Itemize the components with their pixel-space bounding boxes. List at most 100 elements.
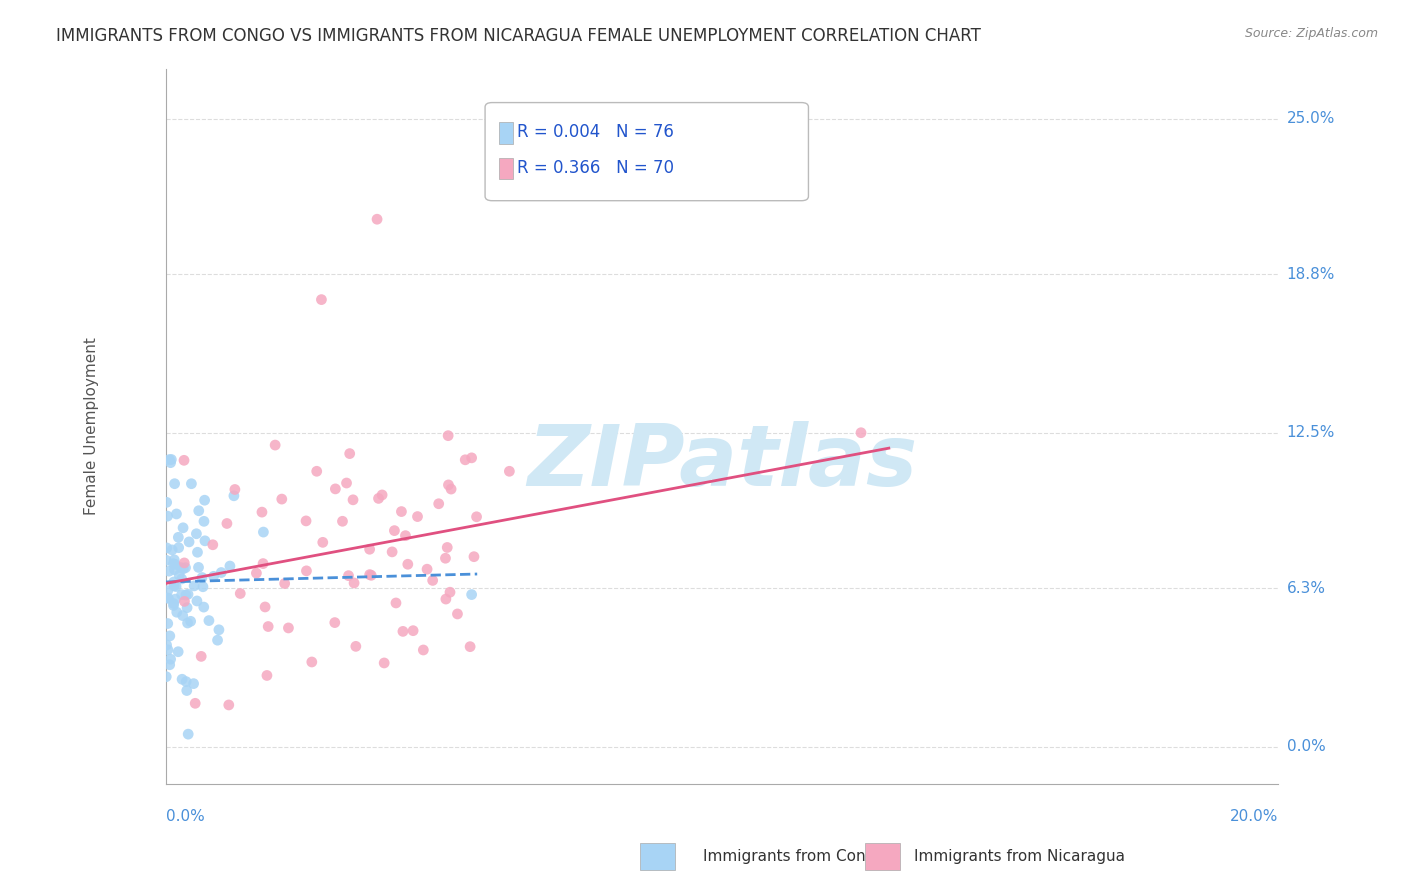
Point [184, 696, 207, 710]
Text: 0.0%: 0.0% [1286, 739, 1326, 755]
Point [173, 556, 195, 570]
Point [384, 524, 406, 538]
Point [187, 504, 209, 518]
Point [440, 482, 463, 496]
Point [202, 569, 225, 583]
Point [201, 538, 224, 552]
Point [156, 583, 179, 598]
Point [325, 482, 347, 496]
Text: 12.5%: 12.5% [1286, 425, 1334, 441]
Point [218, 698, 240, 712]
Point [174, 674, 197, 689]
Point [385, 596, 408, 610]
Point [191, 570, 214, 584]
Point [172, 608, 194, 623]
Point [250, 505, 273, 519]
Point [173, 594, 195, 608]
Point [305, 464, 328, 478]
Point [159, 657, 181, 672]
Point [160, 452, 183, 467]
Point [323, 615, 346, 630]
Point [180, 476, 202, 491]
Point [191, 580, 214, 594]
Point [159, 456, 181, 470]
Text: 18.8%: 18.8% [1286, 267, 1334, 282]
Point [224, 483, 246, 497]
Point [198, 614, 221, 628]
Text: R = 0.366   N = 70: R = 0.366 N = 70 [517, 159, 675, 177]
Point [396, 558, 419, 572]
Point [186, 594, 208, 608]
Point [436, 541, 458, 555]
Point [339, 447, 361, 461]
Point [252, 557, 274, 571]
Point [359, 542, 381, 557]
Point [252, 524, 274, 539]
Point [160, 542, 183, 557]
Point [159, 652, 181, 666]
Point [256, 668, 278, 682]
Point [207, 633, 229, 648]
Point [163, 563, 186, 577]
Point [172, 673, 194, 687]
Point [254, 599, 277, 614]
Text: 6.3%: 6.3% [1286, 581, 1326, 596]
Point [165, 558, 187, 572]
Point [367, 491, 389, 506]
Point [402, 624, 425, 638]
Point [229, 586, 252, 600]
Point [849, 425, 872, 440]
Point [394, 529, 416, 543]
Point [177, 587, 200, 601]
Text: 20.0%: 20.0% [1230, 810, 1278, 824]
Point [159, 629, 181, 643]
Point [190, 649, 212, 664]
Point [170, 572, 193, 586]
Point [245, 566, 267, 581]
Point [176, 615, 198, 630]
Point [163, 553, 186, 567]
Point [166, 507, 188, 521]
Point [155, 591, 177, 605]
Point [183, 579, 205, 593]
Point [454, 452, 477, 467]
Point [434, 551, 457, 566]
Point [155, 638, 177, 652]
Point [359, 567, 381, 582]
Point [460, 588, 482, 602]
Point [344, 640, 367, 654]
Point [176, 683, 198, 698]
Point [157, 591, 180, 606]
Point [176, 600, 198, 615]
Text: 25.0%: 25.0% [1286, 112, 1334, 127]
Text: Source: ZipAtlas.com: Source: ZipAtlas.com [1244, 27, 1378, 40]
Point [163, 579, 186, 593]
Point [295, 514, 318, 528]
Point [416, 562, 439, 576]
Point [439, 585, 461, 599]
Point [186, 526, 208, 541]
Point [167, 541, 190, 555]
Point [360, 568, 382, 582]
Point [193, 514, 215, 528]
Point [167, 530, 190, 544]
Point [458, 640, 481, 654]
Point [194, 533, 217, 548]
Point [167, 645, 190, 659]
Text: Female Unemployment: Female Unemployment [84, 337, 98, 516]
Point [295, 564, 318, 578]
Point [156, 642, 179, 657]
Point [174, 560, 197, 574]
Point [264, 438, 287, 452]
Point [437, 428, 460, 442]
Point [342, 492, 364, 507]
Point [273, 576, 295, 591]
Point [215, 516, 238, 531]
Point [434, 592, 457, 607]
Point [437, 478, 460, 492]
Text: Immigrants from Nicaragua: Immigrants from Nicaragua [914, 849, 1125, 863]
Point [427, 497, 450, 511]
Point [173, 453, 195, 467]
Point [194, 493, 217, 508]
Point [165, 580, 187, 594]
